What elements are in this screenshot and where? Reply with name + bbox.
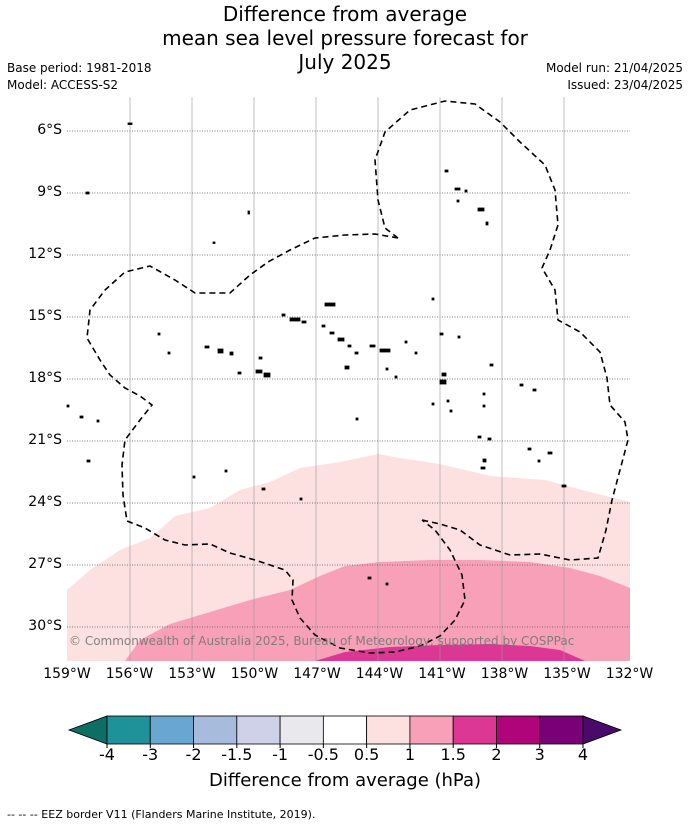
colorbar-swatch [366,715,411,745]
colorbar-swatch [539,715,584,745]
title-line-3: July 2025 [298,50,392,74]
colorbar-tick-label: 3 [534,745,545,764]
colorbar-tick-label: 2 [491,745,502,764]
copyright-notice: © Commonwealth of Australia 2025, Bureau… [69,634,575,648]
meta-right: Model run: 21/04/2025 Issued: 23/04/2025 [546,60,683,94]
latitude-label: 18°S [28,370,62,386]
pressure-anomaly-fills [67,454,630,661]
model-run: Model run: 21/04/2025 [545,61,683,75]
longitude-label: 153°W [168,666,216,682]
map [66,97,630,661]
longitude-label: 147°W [293,666,341,682]
longitude-label: 138°W [480,666,529,682]
longitude-label: 156°W [105,666,154,682]
colorbar-tick-label: -0.5 [307,745,339,764]
colorbar-swatch [279,715,324,745]
meta-left: Base period: 1981-2018 Model: ACCESS-S2 [7,60,152,94]
longitude-label: 141°W [418,666,466,682]
colorbar-extend-low [67,715,108,745]
colorbar-tick-label: -1 [272,745,289,764]
anomaly-band-1-1.5 [125,560,630,661]
longitude-label: 159°W [43,666,91,682]
colorbar-tick-label: 0.5 [353,745,380,764]
colorbar-tick-label: 1.5 [440,745,466,764]
latitude-label: 12°S [28,246,62,262]
colorbar-swatch [322,715,368,745]
longitude-label: 150°W [230,666,279,682]
latitude-label: 6°S [37,122,62,138]
title-line-2: mean sea level pressure forecast for [162,26,528,50]
longitude-label: 144°W [355,666,404,682]
colorbar-swatch [496,715,541,745]
colorbar-swatch [409,715,454,745]
latitude-label: 15°S [28,308,62,324]
colorbar-tick-label: -3 [142,745,159,764]
anomaly-band-1.5-2 [315,644,585,661]
colorbar-title: Difference from average (hPa) [208,770,482,791]
latitude-label: 27°S [28,556,62,572]
colorbar-tick-label: 4 [577,745,589,764]
chart-title: Difference from average mean sea level p… [0,2,690,74]
colorbar-swatch [452,715,497,745]
colorbar-tick-label: -2 [185,745,202,764]
colorbar-swatch [236,715,281,745]
colorbar-swatch [149,715,194,745]
issued-date: Issued: 23/04/2025 [567,78,683,92]
latitude-label: 9°S [37,184,62,200]
islands [66,122,567,586]
longitude-label: 135°W [543,666,591,682]
latitude-label: 30°S [28,618,62,634]
colorbar-swatch [193,715,238,745]
latitude-label: 21°S [28,432,62,448]
eez-legend: -- -- -- EEZ border V11 (Flanders Marine… [7,808,316,821]
colorbar-tick-label: 1 [404,745,415,764]
latitude-label: 24°S [28,494,62,510]
colorbar-swatch [106,715,151,745]
model-name: Model: ACCESS-S2 [7,78,119,92]
longitude-label: 132°W [605,666,654,682]
base-period: Base period: 1981-2018 [7,61,152,75]
eez-border [86,100,629,654]
colorbar-tick-label: -1.5 [221,745,253,764]
colorbar-extend-high [582,715,623,745]
colorbar-tick-label: -4 [99,745,115,764]
title-line-1: Difference from average [222,2,468,26]
